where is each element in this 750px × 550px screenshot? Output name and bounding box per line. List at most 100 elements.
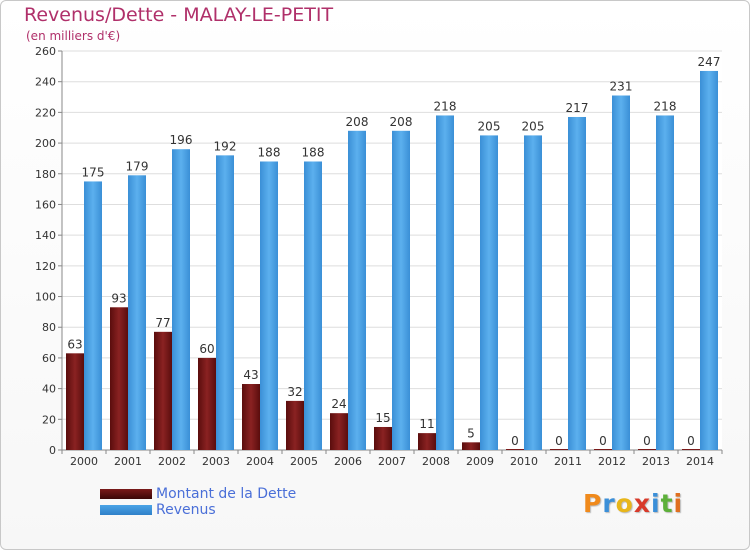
x-tick-label: 2011 — [554, 455, 582, 468]
y-tick-label: 80 — [42, 321, 56, 334]
data-label-revenus: 205 — [478, 119, 501, 133]
bar-dette-zero — [682, 449, 700, 450]
x-tick-label: 2013 — [642, 455, 670, 468]
bar-revenus — [128, 175, 146, 451]
bar-revenus — [436, 115, 454, 450]
bar-revenus — [84, 181, 102, 450]
y-tick-label: 20 — [42, 413, 56, 426]
data-label-dette: 0 — [555, 434, 563, 448]
data-label-dette: 5 — [467, 426, 475, 440]
bar-revenus — [392, 130, 410, 451]
data-label-revenus: 231 — [610, 80, 633, 94]
bar-dette-zero — [506, 449, 524, 450]
bar-dette — [66, 353, 84, 450]
legend-item-dette: Montant de la Dette — [100, 486, 296, 502]
data-label-dette: 0 — [599, 434, 607, 448]
x-tick-label: 2014 — [686, 455, 714, 468]
data-label-dette: 77 — [155, 316, 170, 330]
y-tick-label: 200 — [35, 137, 56, 150]
y-tick-label: 220 — [35, 106, 56, 119]
x-tick-label: 2012 — [598, 455, 626, 468]
data-label-revenus: 217 — [566, 101, 589, 115]
data-label-revenus: 188 — [258, 145, 281, 159]
bar-dette-zero — [594, 449, 612, 450]
bar-revenus — [260, 161, 278, 450]
bar-dette — [198, 357, 216, 450]
logo-letter: t — [660, 489, 674, 518]
bar-revenus — [216, 155, 234, 450]
data-label-revenus: 218 — [434, 99, 457, 113]
data-label-dette: 0 — [687, 434, 695, 448]
logo-letter: r — [602, 489, 616, 518]
logo-letter: i — [651, 489, 661, 518]
legend-label-dette: Montant de la Dette — [156, 486, 297, 502]
legend-item-revenus: Revenus — [100, 502, 296, 518]
data-label-revenus: 208 — [346, 115, 369, 129]
y-tick-label: 0 — [49, 444, 56, 457]
x-tick-label: 2004 — [246, 455, 274, 468]
x-tick-label: 2010 — [510, 455, 538, 468]
y-tick-label: 160 — [35, 198, 56, 211]
data-label-revenus: 188 — [302, 145, 325, 159]
logo-letter: x — [633, 489, 651, 518]
logo-letter: i — [673, 489, 684, 518]
y-tick-label: 100 — [35, 291, 56, 304]
data-label-dette: 24 — [331, 397, 346, 411]
bar-dette — [286, 400, 304, 450]
legend-swatch-revenus — [100, 505, 152, 515]
y-tick-label: 180 — [35, 168, 56, 181]
bar-revenus — [612, 95, 630, 450]
y-tick-label: 40 — [42, 383, 56, 396]
logo-letter: P — [583, 489, 603, 518]
data-label-revenus: 196 — [170, 133, 193, 147]
bar-dette-zero — [550, 449, 568, 450]
data-label-dette: 0 — [511, 434, 519, 448]
data-label-revenus: 247 — [698, 55, 721, 69]
data-label-dette: 32 — [287, 385, 302, 399]
y-tick-label: 260 — [35, 45, 56, 58]
data-label-revenus: 192 — [214, 139, 237, 153]
x-tick-label: 2006 — [334, 455, 362, 468]
bar-revenus — [568, 116, 586, 450]
bar-revenus — [524, 135, 542, 450]
data-label-revenus: 175 — [82, 165, 105, 179]
legend-swatch-dette — [100, 489, 152, 499]
bar-revenus — [656, 115, 674, 450]
bar-dette — [110, 307, 128, 450]
data-label-revenus: 218 — [654, 99, 677, 113]
bar-revenus — [304, 161, 322, 450]
data-label-dette: 15 — [375, 411, 390, 425]
x-tick-label: 2007 — [378, 455, 406, 468]
data-label-dette: 11 — [419, 417, 434, 431]
x-tick-label: 2008 — [422, 455, 450, 468]
y-tick-label: 140 — [35, 229, 56, 242]
chart-title: Revenus/Dette - MALAY-LE-PETIT — [24, 4, 334, 26]
bar-dette — [242, 384, 260, 450]
data-label-revenus: 205 — [522, 119, 545, 133]
bar-revenus — [172, 149, 190, 450]
legend-label-revenus: Revenus — [156, 502, 216, 518]
x-tick-label: 2005 — [290, 455, 318, 468]
bar-revenus — [700, 70, 718, 450]
bar-revenus — [480, 135, 498, 450]
data-label-dette: 60 — [199, 342, 214, 356]
x-tick-label: 2002 — [158, 455, 186, 468]
data-label-dette: 0 — [643, 434, 651, 448]
bar-dette — [154, 331, 172, 450]
data-label-dette: 93 — [111, 291, 126, 305]
data-label-dette: 63 — [67, 337, 82, 351]
data-label-dette: 43 — [243, 368, 258, 382]
bar-dette — [330, 413, 348, 450]
data-label-revenus: 208 — [390, 115, 413, 129]
y-tick-label: 240 — [35, 76, 56, 89]
bar-revenus — [348, 130, 366, 451]
bar-dette — [462, 442, 480, 450]
y-tick-label: 120 — [35, 260, 56, 273]
x-tick-label: 2000 — [70, 455, 98, 468]
chart-subtitle: (en milliers d'€) — [26, 29, 121, 43]
data-label-revenus: 179 — [126, 159, 149, 173]
x-tick-label: 2003 — [202, 455, 230, 468]
y-tick-label: 60 — [42, 352, 56, 365]
proxiti-logo: Proxiti — [583, 489, 683, 518]
